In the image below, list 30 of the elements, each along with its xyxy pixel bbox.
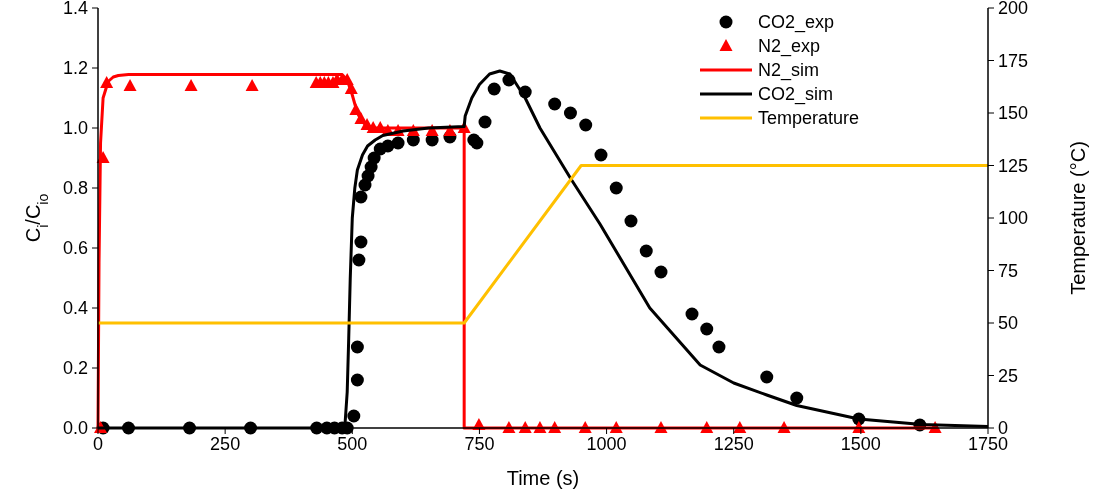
x-tick-label: 0 xyxy=(92,434,104,454)
y2-axis-title: Temperature (°C) xyxy=(1067,141,1089,295)
y2-tick-label: 150 xyxy=(998,103,1029,123)
y2-tick-label: 50 xyxy=(998,313,1019,333)
y2-tick-label: 175 xyxy=(998,50,1029,71)
legend-label: CO2_exp xyxy=(758,12,835,33)
x-tick-label: 500 xyxy=(337,434,368,454)
y-tick-label: 0.8 xyxy=(62,178,88,198)
x-tick-label: 750 xyxy=(464,434,495,454)
y2-tick-label: 75 xyxy=(998,260,1019,281)
x-tick-label: 1000 xyxy=(586,434,627,454)
legend-label: Temperature xyxy=(758,108,860,128)
y-tick-label: 0.6 xyxy=(62,238,88,258)
legend-label: N2_sim xyxy=(758,60,820,81)
y-tick-label: 0.4 xyxy=(62,298,88,318)
y2-tick-label: 100 xyxy=(998,208,1029,228)
x-tick-label: 250 xyxy=(210,434,241,454)
y-tick-label: 1.4 xyxy=(62,0,88,18)
x-axis-title: Time (s) xyxy=(506,467,580,489)
y2-tick-label: 200 xyxy=(998,0,1029,18)
y-tick-label: 1.0 xyxy=(62,118,88,138)
legend-label: N2_exp xyxy=(758,36,821,57)
x-tick-label: 1500 xyxy=(840,434,881,454)
y2-tick-label: 125 xyxy=(998,155,1029,176)
y-tick-label: 0.0 xyxy=(62,418,88,438)
y2-tick-label: 25 xyxy=(998,365,1019,386)
legend-label: CO2_sim xyxy=(758,84,834,105)
y-tick-label: 0.2 xyxy=(62,358,88,378)
x-tick-label: 1250 xyxy=(713,434,754,454)
y-tick-label: 1.2 xyxy=(62,58,88,78)
